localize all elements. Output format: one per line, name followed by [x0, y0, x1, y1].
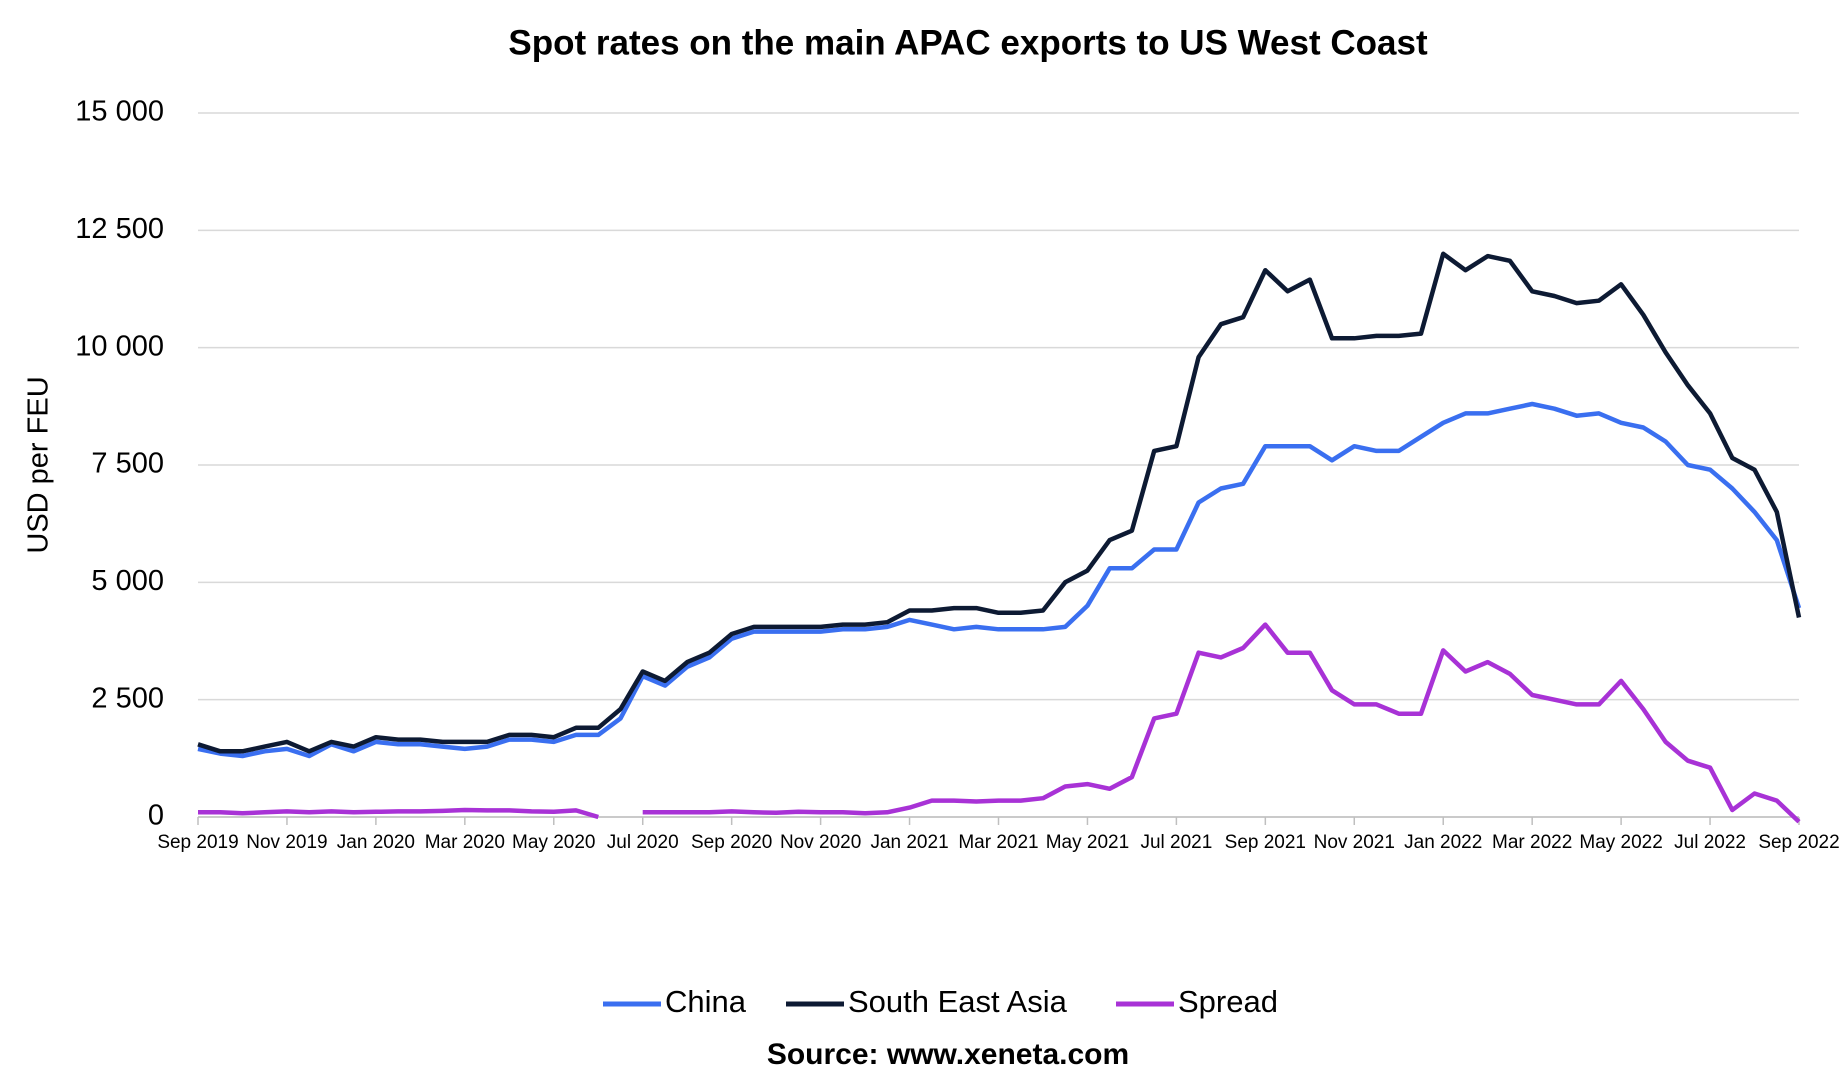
x-tick-label: Mar 2022	[1492, 832, 1572, 853]
source-note: Source: www.xeneta.com	[767, 1038, 1129, 1071]
x-tick-label: Mar 2020	[425, 832, 505, 853]
legend-label: Spread	[1178, 984, 1278, 1019]
x-tick-label: Sep 2022	[1758, 832, 1839, 853]
y-tick-label: 12 500	[75, 213, 164, 245]
series-line	[197, 251, 1802, 754]
x-tick-label: Jul 2020	[607, 832, 679, 853]
y-tick-label: 7 500	[91, 448, 164, 480]
x-tick-label: Nov 2021	[1314, 832, 1395, 853]
legend-label: South East Asia	[848, 984, 1068, 1019]
y-tick-label: 15 000	[75, 96, 164, 128]
y-tick-label: 2 500	[91, 682, 164, 714]
x-tick-label: Nov 2020	[780, 832, 861, 853]
x-tick-label: Sep 2021	[1225, 832, 1306, 853]
y-tick-label: 0	[148, 800, 164, 832]
x-tick-label: Jul 2022	[1674, 832, 1746, 853]
x-tick-label: Jan 2022	[1404, 832, 1482, 853]
chart-title: Spot rates on the main APAC exports to U…	[508, 23, 1428, 62]
x-tick-label: Sep 2020	[691, 832, 772, 853]
series-line	[197, 401, 1802, 759]
y-tick-label: 5 000	[91, 565, 164, 597]
x-tick-label: May 2020	[512, 832, 595, 853]
x-tick-label: Jul 2021	[1140, 832, 1212, 853]
y-axis-title: USD per FEU	[23, 376, 55, 553]
x-tick-label: May 2021	[1046, 832, 1129, 853]
y-tick-label: 10 000	[75, 330, 164, 362]
x-tick-label: Nov 2019	[246, 832, 327, 853]
x-tick-label: Jan 2021	[870, 832, 948, 853]
x-tick-label: Jan 2020	[337, 832, 415, 853]
series-line	[198, 622, 1801, 824]
x-tick-label: Sep 2019	[157, 832, 238, 853]
x-tick-label: May 2022	[1579, 832, 1662, 853]
legend-label: China	[665, 984, 747, 1019]
x-tick-label: Mar 2021	[958, 832, 1038, 853]
